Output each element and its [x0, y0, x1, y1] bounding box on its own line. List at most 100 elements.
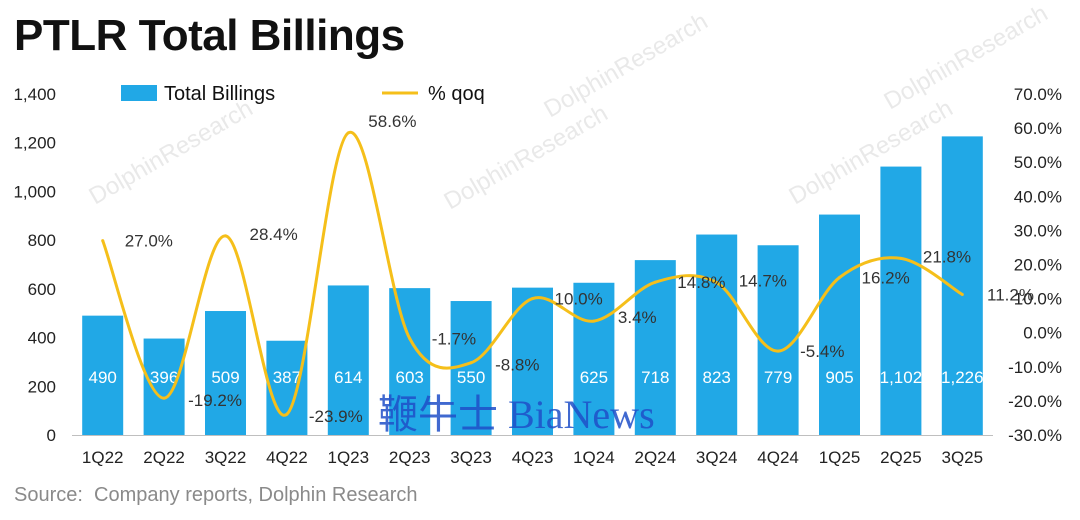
bar — [696, 234, 738, 435]
x-tick-label: 3Q22 — [205, 448, 247, 467]
qoq-point — [960, 293, 964, 297]
y-left-tick-label: 600 — [28, 280, 56, 299]
x-tick-label: 2Q23 — [389, 448, 431, 467]
y-left-tick-label: 200 — [28, 377, 56, 396]
qoq-value-label: 10.0% — [555, 290, 603, 309]
bar — [819, 214, 860, 435]
bar-value-label: 1,226 — [941, 368, 984, 387]
y-left-tick-label: 400 — [28, 329, 56, 348]
y-left-tick-label: 1,200 — [13, 134, 56, 153]
x-tick-label: 3Q24 — [696, 448, 738, 467]
bar-value-label: 779 — [764, 368, 792, 387]
y-right-tick-label: 50.0% — [1014, 153, 1062, 172]
y-left-tick-label: 1,400 — [13, 85, 56, 104]
bar-value-label: 823 — [703, 368, 731, 387]
source-note: Source: Company reports, Dolphin Researc… — [14, 484, 418, 506]
bar-value-label: 550 — [457, 368, 485, 387]
qoq-value-label: 58.6% — [368, 112, 416, 131]
y-right-tick-label: 20.0% — [1014, 256, 1062, 275]
qoq-point — [899, 256, 903, 260]
x-tick-label: 1Q22 — [82, 448, 124, 467]
qoq-value-label: -8.8% — [495, 356, 539, 375]
x-tick-label: 2Q25 — [880, 448, 922, 467]
y-left-tick-label: 0 — [47, 426, 56, 445]
qoq-point — [162, 396, 166, 400]
qoq-point — [838, 275, 841, 279]
x-tick-label: 4Q24 — [757, 448, 799, 467]
chart-title: PTLR Total Billings — [14, 11, 405, 60]
bar — [266, 340, 308, 435]
qoq-value-label: -5.4% — [800, 342, 844, 361]
y-right-tick-label: 10.0% — [1014, 290, 1062, 309]
qoq-value-label: 28.4% — [250, 225, 298, 244]
x-tick-label: 1Q23 — [328, 448, 370, 467]
bar — [573, 282, 615, 435]
bar-value-label: 603 — [396, 368, 424, 387]
qoq-point — [101, 239, 105, 243]
bar-value-label: 718 — [641, 368, 669, 387]
bar — [327, 285, 369, 435]
y-left-tick-label: 800 — [28, 231, 56, 250]
y-left-tick-label: 1,000 — [13, 182, 56, 201]
bar-value-label: 396 — [150, 368, 178, 387]
bianews-stamp: 鞭牛士 BiaNews — [378, 392, 655, 437]
qoq-value-label: -23.9% — [309, 407, 363, 426]
qoq-point — [531, 297, 534, 301]
qoq-value-label: 14.8% — [677, 273, 725, 292]
x-tick-label: 2Q22 — [143, 448, 185, 467]
x-tick-label: 4Q22 — [266, 448, 308, 467]
x-tick-label: 1Q25 — [819, 448, 861, 467]
x-tick-label: 2Q24 — [635, 448, 677, 467]
qoq-point — [653, 280, 657, 284]
watermark-text: DolphinResearch — [440, 100, 613, 215]
x-tick-label: 4Q23 — [512, 448, 554, 467]
x-tick-label: 3Q23 — [450, 448, 492, 467]
watermark-text: DolphinResearch — [85, 95, 258, 210]
qoq-value-label: 21.8% — [923, 247, 971, 266]
bar — [512, 287, 553, 435]
qoq-point — [592, 319, 596, 323]
bar — [880, 166, 922, 435]
bar-value-label: 490 — [89, 368, 117, 387]
qoq-value-label: 11.2% — [987, 286, 1034, 305]
watermark-text: DolphinResearch — [540, 8, 713, 123]
y-right-tick-label: -30.0% — [1008, 426, 1062, 445]
qoq-point — [285, 412, 289, 416]
y-right-tick-label: 40.0% — [1014, 187, 1062, 206]
qoq-point — [776, 349, 780, 353]
bar-value-label: 509 — [211, 368, 239, 387]
bar-value-label: 625 — [580, 368, 608, 387]
qoq-point — [346, 131, 350, 135]
qoq-value-label: 14.7% — [739, 272, 787, 291]
qoq-point — [408, 336, 412, 340]
x-tick-label: 3Q25 — [942, 448, 984, 467]
qoq-point — [715, 281, 719, 285]
qoq-value-label: -19.2% — [188, 391, 242, 410]
qoq-point — [469, 361, 473, 365]
qoq-value-label: 27.0% — [125, 232, 173, 251]
y-right-tick-label: -10.0% — [1008, 358, 1062, 377]
y-right-tick-label: -20.0% — [1008, 392, 1062, 411]
qoq-value-label: 16.2% — [862, 268, 910, 287]
legend-line-label: % qoq — [428, 83, 485, 105]
bar — [389, 288, 431, 435]
qoq-value-label: 3.4% — [618, 308, 657, 327]
bar — [82, 315, 124, 435]
bar — [205, 311, 246, 435]
bar-value-label: 387 — [273, 368, 301, 387]
y-right-tick-label: 70.0% — [1014, 85, 1062, 104]
legend-bar-label: Total Billings — [164, 83, 275, 105]
y-right-tick-label: 60.0% — [1014, 119, 1062, 138]
bar — [757, 245, 799, 435]
qoq-point — [224, 234, 227, 238]
y-right-tick-label: 0.0% — [1023, 324, 1062, 343]
bar-value-label: 1,102 — [880, 368, 923, 387]
qoq-value-label: -1.7% — [432, 329, 476, 348]
bar-value-label: 614 — [334, 368, 362, 387]
y-right-tick-label: 30.0% — [1014, 221, 1062, 240]
bar-value-label: 905 — [825, 368, 853, 387]
legend-bar-swatch — [121, 85, 157, 101]
x-tick-label: 1Q24 — [573, 448, 615, 467]
watermark-text: DolphinResearch — [785, 95, 958, 210]
